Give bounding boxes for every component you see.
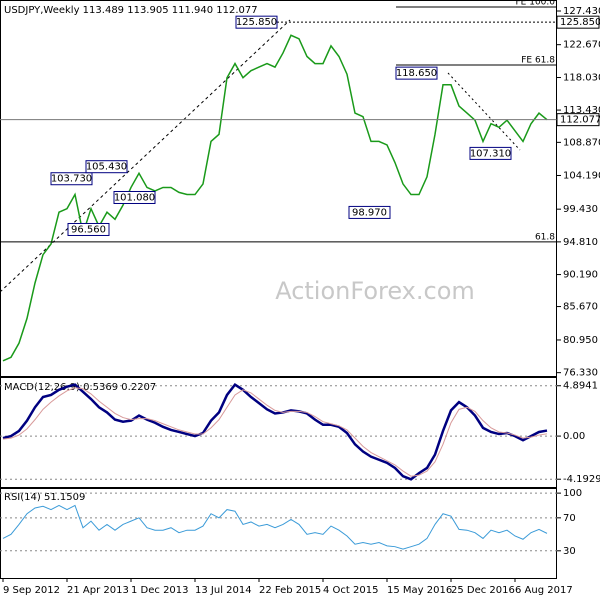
- last-price-box: [556, 113, 600, 127]
- y-tick-label: -4.1929: [563, 474, 600, 485]
- annotation-box: [469, 146, 512, 160]
- annotation-box: [50, 172, 93, 186]
- y-tick-label: 90.190: [563, 270, 598, 281]
- rsi-title: RSI(14) 51.1509: [4, 492, 85, 503]
- y-tick-label: 0.00: [563, 431, 585, 442]
- annotation-label: 107.310: [470, 148, 511, 159]
- annotation-box: [348, 205, 391, 219]
- y-tick-label: 104.190: [563, 170, 600, 181]
- axis-box: [556, 15, 600, 29]
- series-line: [2, 34, 548, 362]
- y-tick-label: 113.430: [563, 105, 600, 116]
- macd-panel: [0, 377, 557, 488]
- trend-line: [0, 19, 291, 293]
- annotation-label: 98.970: [352, 207, 387, 218]
- y-tick-label: 94.810: [563, 237, 598, 248]
- y-tick-label: 4.8941: [563, 381, 598, 392]
- level-label: FE 100.0: [516, 0, 556, 7]
- level-label: 61.8: [535, 232, 555, 242]
- macd-title: MACD(12,26,9) 0.5369 0.2207: [4, 382, 156, 393]
- level-label: FE 61.8: [521, 55, 555, 65]
- y-tick-label: 118.030: [563, 73, 600, 84]
- price-panel: [0, 0, 557, 377]
- annotation-label: 101.080: [114, 192, 155, 203]
- annotation-box: [85, 160, 128, 174]
- y-tick-label: 127.430: [563, 6, 600, 17]
- y-tick-label: 122.670: [563, 40, 600, 51]
- y-tick-label: 100: [563, 488, 582, 499]
- watermark: ActionForex.com: [275, 277, 475, 305]
- x-tick-label: 6 Aug 2017: [515, 585, 573, 596]
- x-tick-label: 1 Dec 2013: [131, 585, 189, 596]
- x-tick-label: 22 Feb 2015: [259, 585, 321, 596]
- annotation-label: 118.650: [396, 68, 437, 79]
- annotation-box: [235, 15, 278, 29]
- x-tick-label: 15 May 2016: [387, 585, 452, 596]
- y-tick-label: 30: [563, 546, 576, 557]
- annotation-box: [67, 222, 110, 236]
- series-line: [2, 387, 548, 477]
- series-line: [2, 382, 548, 481]
- x-tick-label: 25 Dec 2016: [451, 585, 515, 596]
- x-tick-label: 4 Oct 2015: [323, 585, 378, 596]
- annotation-label: 96.560: [71, 224, 106, 235]
- annotation-label: 105.430: [86, 162, 127, 173]
- y-tick-label: 80.950: [563, 335, 598, 346]
- x-tick-label: 13 Jul 2014: [195, 585, 252, 596]
- y-tick-label: 85.670: [563, 302, 598, 313]
- series-line: [2, 504, 548, 550]
- y-tick-label: 108.870: [563, 137, 600, 148]
- y-tick-label: 70: [563, 513, 576, 524]
- rsi-panel: [0, 488, 557, 579]
- x-tick-label: 21 Apr 2013: [67, 585, 129, 596]
- annotation-label: 103.730: [51, 174, 92, 185]
- axis-label: 125.850: [560, 17, 600, 28]
- chart-title: USDJPY,Weekly 113.489 113.905 111.940 11…: [4, 5, 258, 16]
- y-tick-label: 76.330: [563, 368, 598, 379]
- annotation-box: [395, 66, 438, 80]
- annotation-label: 125.850: [236, 17, 277, 28]
- last-price-label: 112.077: [560, 115, 600, 126]
- y-tick-label: 99.430: [563, 204, 598, 215]
- annotation-box: [113, 190, 156, 204]
- x-tick-label: 9 Sep 2012: [3, 585, 60, 596]
